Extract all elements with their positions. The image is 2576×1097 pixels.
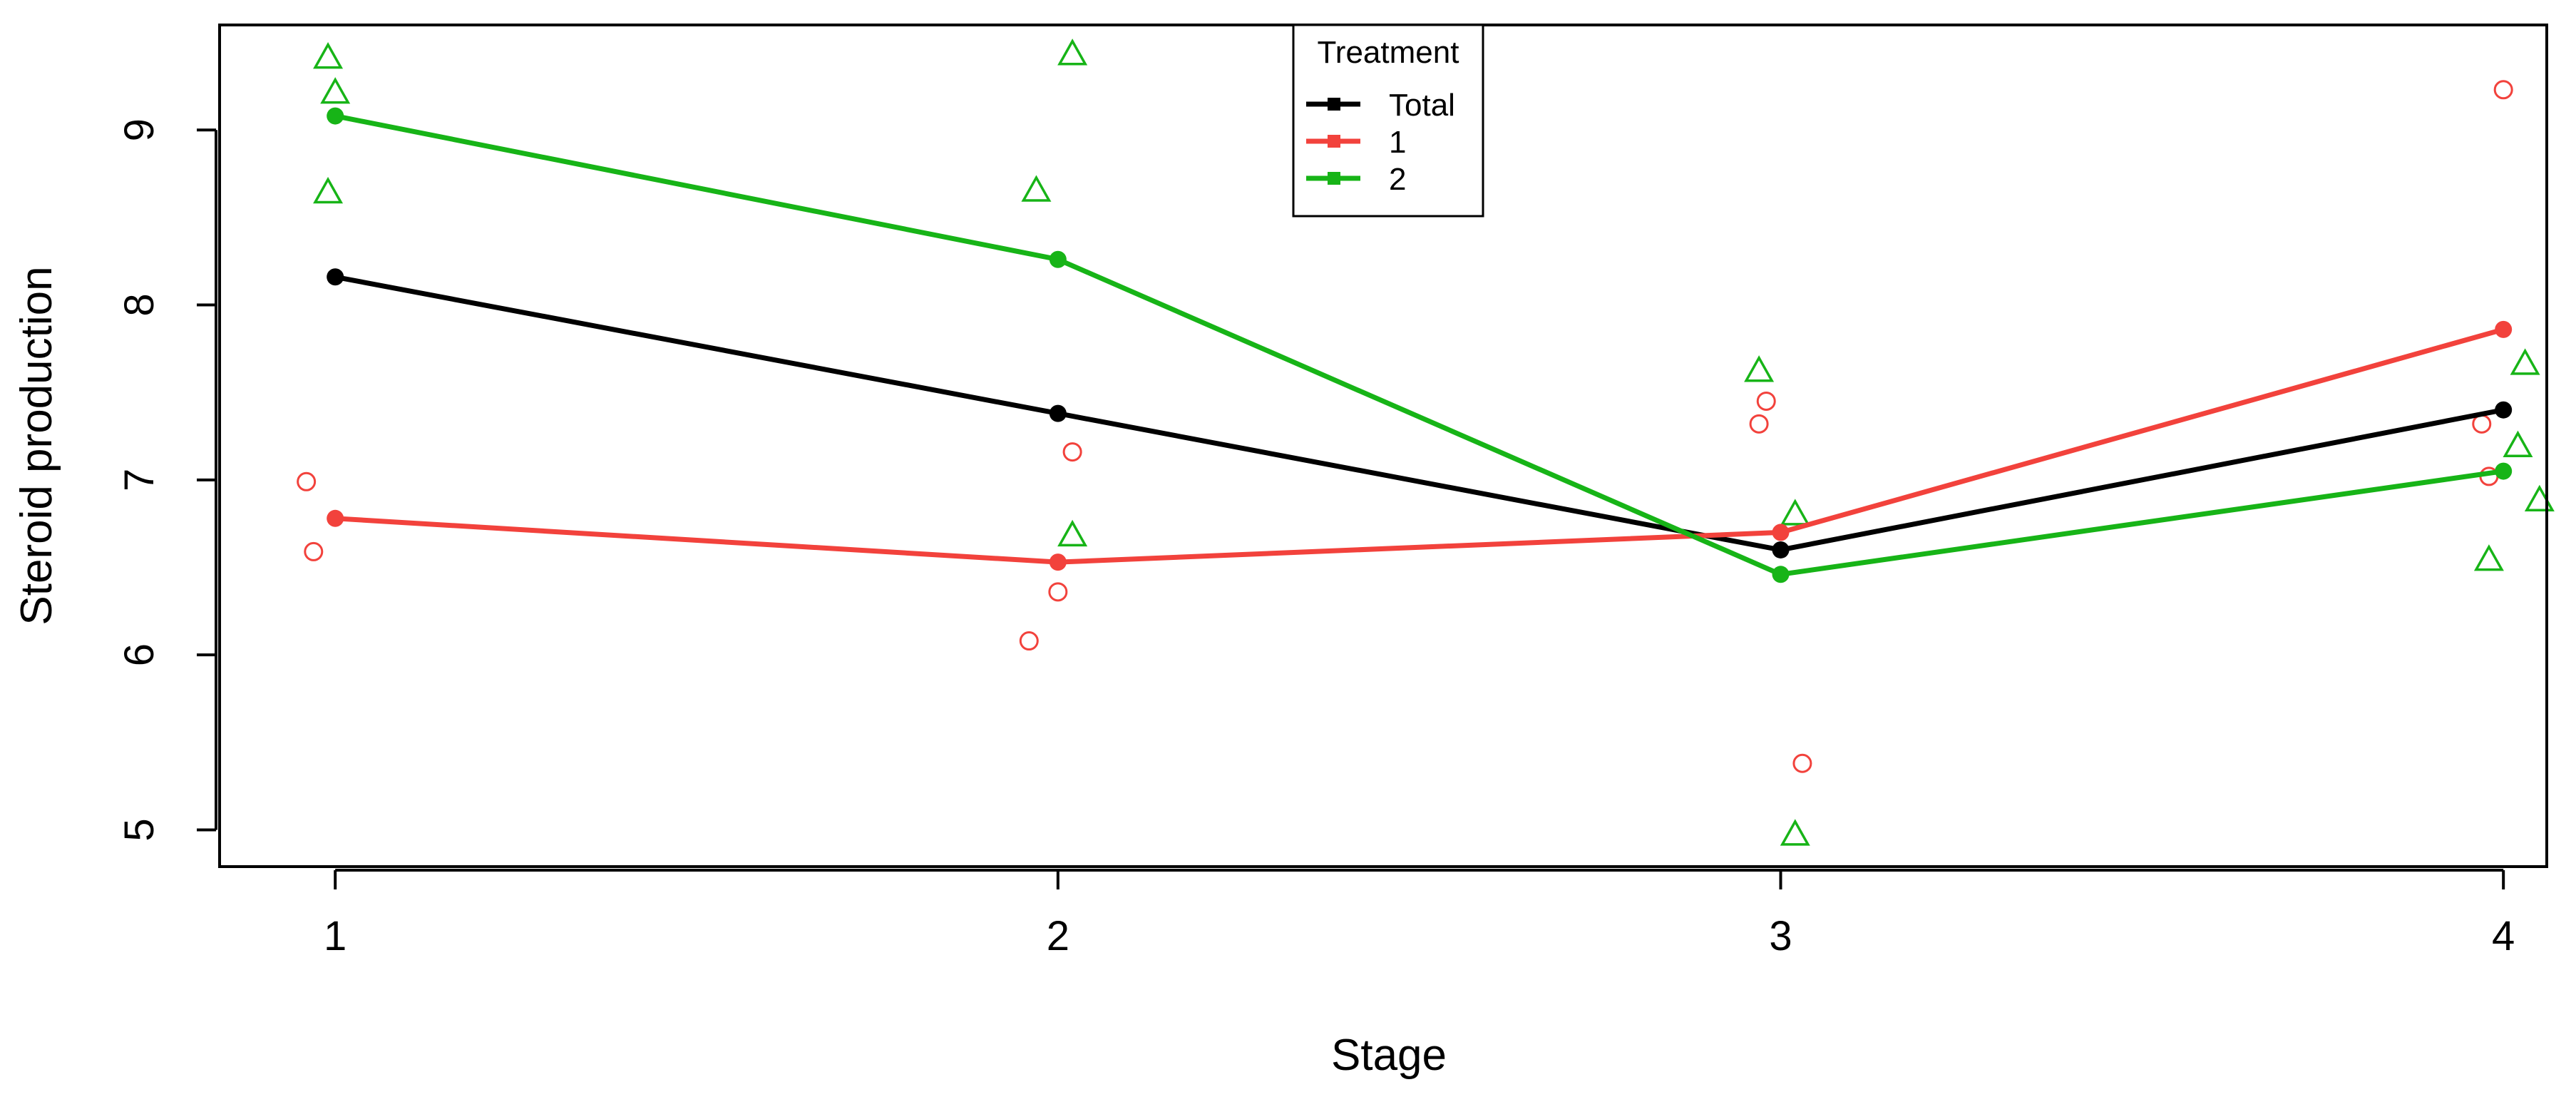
legend-swatch-marker bbox=[1328, 172, 1340, 185]
series-1-mean-point bbox=[2495, 320, 2513, 338]
observation-triangle-marker bbox=[313, 176, 344, 204]
observation-triangle-marker bbox=[2510, 348, 2540, 375]
observation-circle-marker bbox=[1756, 391, 1776, 411]
observation-triangle-marker bbox=[320, 77, 351, 104]
series-1-mean-point bbox=[327, 509, 344, 527]
series-total-mean-point bbox=[1772, 541, 1790, 558]
observation-triangle-marker bbox=[2503, 430, 2533, 457]
observation-circle-marker bbox=[1048, 582, 1068, 602]
observation-circle-marker bbox=[2472, 414, 2492, 434]
legend-label: 2 bbox=[1389, 162, 1406, 197]
observation-triangle-marker bbox=[1057, 519, 1088, 547]
observation-circle-marker bbox=[1062, 442, 1082, 462]
series-2-mean-point bbox=[1772, 566, 1790, 583]
x-tick-label: 4 bbox=[2492, 913, 2515, 959]
series-total-mean-point bbox=[2495, 401, 2513, 419]
observation-triangle-marker bbox=[1780, 819, 1810, 846]
series-1-mean-point bbox=[1772, 524, 1790, 541]
observation-triangle-marker bbox=[1057, 39, 1088, 66]
x-tick-label: 3 bbox=[1769, 913, 1792, 959]
observation-triangle-marker bbox=[1021, 175, 1052, 202]
series-2-line bbox=[334, 113, 2504, 577]
legend-swatch-marker bbox=[1328, 98, 1340, 111]
observation-circle-marker bbox=[304, 541, 324, 561]
series-1-mean-point bbox=[1049, 553, 1067, 571]
observation-circle-marker bbox=[1019, 631, 1039, 651]
series-2-mean-point bbox=[2495, 462, 2513, 480]
y-tick-label: 6 bbox=[116, 643, 163, 666]
series-1-line bbox=[334, 327, 2505, 565]
series-total-mean-point bbox=[1049, 404, 1067, 422]
observation-circle-marker bbox=[1749, 414, 1769, 434]
series-2-mean-point bbox=[1049, 250, 1067, 268]
y-tick-label: 5 bbox=[116, 818, 163, 841]
observation-triangle-marker bbox=[2473, 544, 2504, 571]
y-axis-title: Steroid production bbox=[12, 266, 61, 625]
observation-triangle-marker bbox=[1780, 499, 1810, 526]
y-tick-label: 7 bbox=[116, 469, 163, 491]
legend-box bbox=[1292, 24, 1484, 218]
x-axis-title: Stage bbox=[1331, 1031, 1447, 1080]
x-tick-label: 1 bbox=[324, 913, 347, 959]
series-total-mean-point bbox=[327, 268, 344, 286]
series-total-line bbox=[334, 274, 2504, 553]
observation-circle-marker bbox=[297, 471, 317, 491]
x-tick-label: 2 bbox=[1047, 913, 1069, 959]
observation-triangle-marker bbox=[2524, 484, 2555, 512]
series-2-mean-point bbox=[327, 107, 344, 125]
observation-circle-marker bbox=[1792, 753, 1812, 773]
y-tick-label: 8 bbox=[116, 293, 163, 316]
observation-circle-marker bbox=[2493, 80, 2513, 100]
y-tick-label: 9 bbox=[116, 118, 163, 141]
series-layer bbox=[297, 39, 2555, 846]
legend-label: 1 bbox=[1389, 125, 1406, 160]
observation-triangle-marker bbox=[1744, 355, 1775, 382]
legend-title: Treatment bbox=[1318, 35, 1459, 70]
legend-label: Total bbox=[1389, 88, 1455, 123]
legend-swatch-marker bbox=[1328, 135, 1340, 148]
observation-triangle-marker bbox=[313, 42, 344, 69]
